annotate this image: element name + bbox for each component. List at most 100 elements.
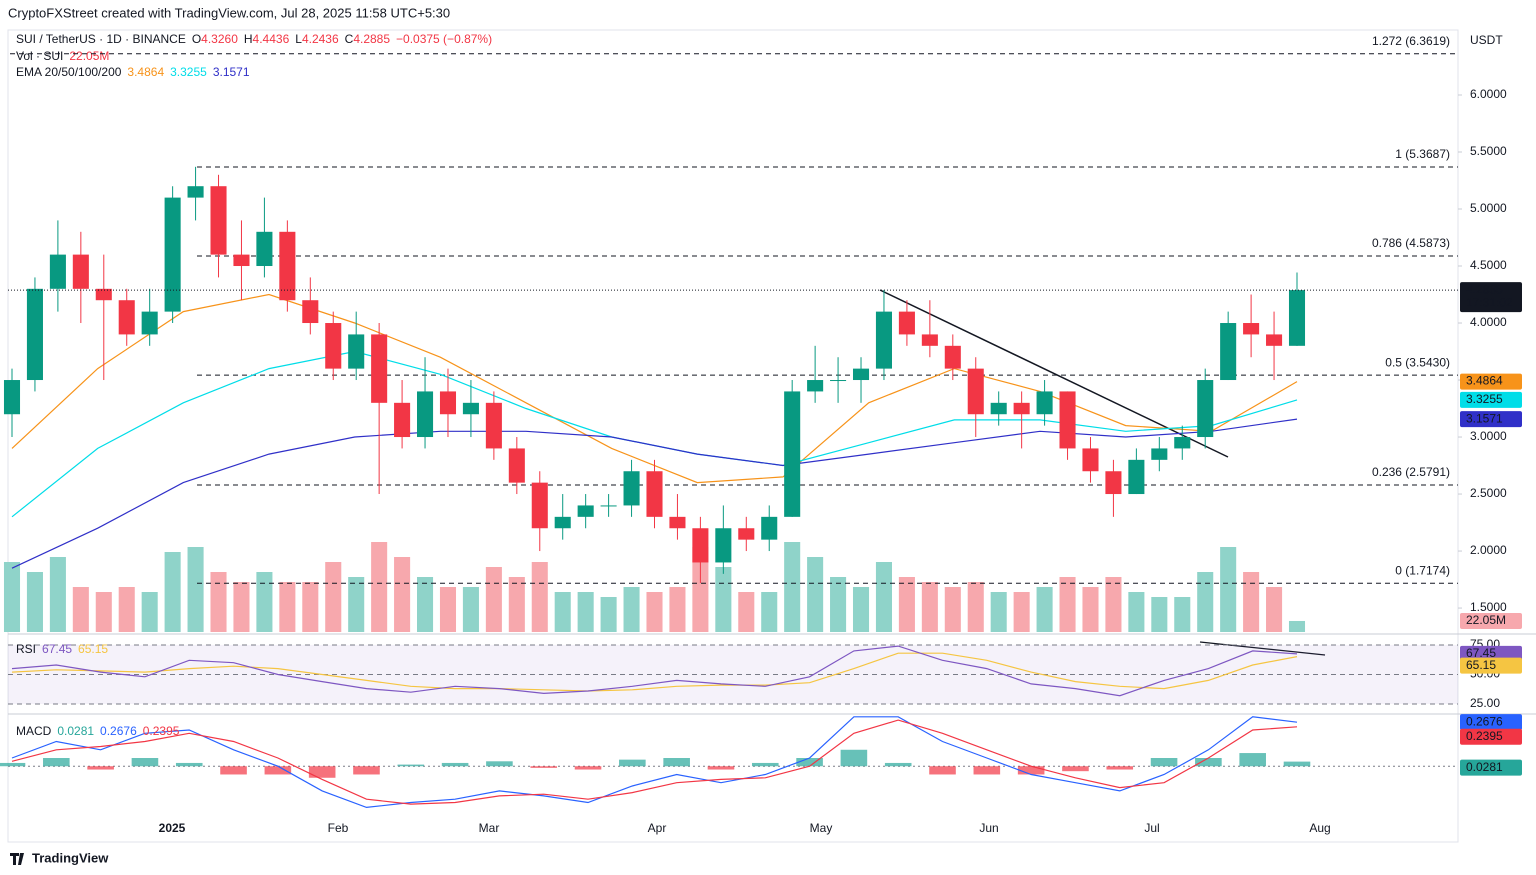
rsi-name: RSI xyxy=(16,642,36,656)
candle-body xyxy=(1059,391,1076,449)
x-tick-label: Apr xyxy=(648,821,667,835)
macd-hist-bar xyxy=(796,758,823,767)
ohlc-value: 4.2885 xyxy=(353,32,390,46)
volume-bar xyxy=(967,582,984,632)
volume-bar xyxy=(164,552,181,632)
volume-bar xyxy=(738,592,755,632)
rsi-value: 67.45 xyxy=(42,642,72,656)
countdown: 17:31:02 xyxy=(1466,295,1513,309)
credit: CryptoFXStreet created with TradingView.… xyxy=(8,5,450,20)
volume-bar xyxy=(1266,587,1283,632)
volume-bar xyxy=(1197,572,1214,632)
candle-body xyxy=(852,368,870,381)
candle-body xyxy=(118,300,135,335)
candle-body xyxy=(233,254,250,267)
ema-line xyxy=(11,418,1298,569)
macd-hist-bar xyxy=(308,766,336,778)
macd-hist-bar xyxy=(929,766,956,775)
signal-value: 0.2395 xyxy=(143,724,180,738)
ohlc-key: H xyxy=(244,32,253,46)
rsi-legend: RSI 67.45 65.15 xyxy=(16,642,108,656)
fib-label: 1.272 (6.3619) xyxy=(1372,34,1450,48)
y-tick-label: 5.0000 xyxy=(1470,201,1507,215)
ema-tag: 3.1571 xyxy=(1466,411,1503,425)
volume-bar xyxy=(72,587,89,632)
ohlc-key: O xyxy=(192,32,201,46)
volume-tag: 22.05M xyxy=(1466,613,1506,627)
macd-hist-bar xyxy=(707,766,735,770)
volume-bar xyxy=(531,562,548,632)
macd-hist-bar xyxy=(0,762,26,767)
fib-label: 1 (5.3687) xyxy=(1395,147,1450,161)
volume-bar xyxy=(3,562,21,632)
ohlc-value: 4.2436 xyxy=(302,32,339,46)
volume-bar xyxy=(646,592,663,632)
candle-body xyxy=(784,391,801,517)
macd-tag-bg xyxy=(1460,714,1522,731)
candle-body xyxy=(210,186,227,255)
macd-name: MACD xyxy=(16,724,52,738)
volume-bar xyxy=(577,592,594,632)
candle-body xyxy=(256,231,273,267)
volume-bar xyxy=(1082,587,1099,632)
fib-label: 0.236 (2.5791) xyxy=(1372,465,1450,479)
signal-tag: 0.2395 xyxy=(1466,729,1503,743)
candle-body xyxy=(1288,290,1306,346)
ema-tag-bg xyxy=(1460,373,1522,390)
macd-tag: 0.2676 xyxy=(1466,714,1503,728)
candle-body xyxy=(95,288,112,301)
volume-bar xyxy=(1036,587,1053,632)
legend-line: SUI / TetherUS · 1D · BINANCE O4.3260 H4.4… xyxy=(16,32,492,46)
macd-hist-bar xyxy=(1195,758,1222,767)
volume-bar xyxy=(95,592,112,632)
hist-value: 0.0281 xyxy=(57,724,94,738)
volume-bar xyxy=(371,542,388,632)
rsi-ma-tag-bg xyxy=(1460,657,1522,674)
candle-body xyxy=(1197,380,1214,438)
volume-bar xyxy=(1174,597,1191,632)
volume-bar xyxy=(233,582,250,632)
candle-body xyxy=(394,402,411,438)
candle-body xyxy=(577,505,594,517)
x-tick-label: 2025 xyxy=(159,821,186,835)
macd-hist-bar xyxy=(1283,761,1311,767)
candle-body xyxy=(1243,323,1260,335)
volume-bar xyxy=(600,597,617,632)
x-tick-label: Aug xyxy=(1309,821,1330,835)
candle-body xyxy=(1174,437,1191,449)
macd-hist-bar xyxy=(751,762,779,767)
candle-body xyxy=(1151,448,1168,460)
candle-body xyxy=(72,254,89,289)
candle-body xyxy=(921,334,938,346)
y-tick-label: 2.5000 xyxy=(1470,486,1507,500)
fib-label: 0.786 (4.5873) xyxy=(1372,236,1450,250)
volume-bar xyxy=(921,582,938,632)
macd-hist-bar xyxy=(530,766,558,768)
rsi-line xyxy=(11,645,1298,697)
volume-bar xyxy=(898,577,915,632)
ohlc-key: L xyxy=(295,32,302,46)
volume-bar xyxy=(807,557,824,632)
rsi-tick-label: 25.00 xyxy=(1470,696,1500,710)
macd-hist-bar xyxy=(441,762,469,767)
macd-hist-bar xyxy=(1106,766,1134,770)
volume-bar xyxy=(944,587,961,632)
volume-bar xyxy=(49,557,66,632)
y-tick-label: 3.0000 xyxy=(1470,429,1507,443)
candle-body xyxy=(508,448,525,483)
volume-bar xyxy=(852,587,870,632)
candle-body xyxy=(531,482,548,529)
candle-body xyxy=(164,197,181,312)
ema-value: 3.4864 xyxy=(127,65,164,79)
volume-bar xyxy=(1105,577,1122,632)
y-tick-label: 2.0000 xyxy=(1470,543,1507,557)
vol-label: Vol · SUI xyxy=(16,49,63,63)
last-price-tag: 4.2885 xyxy=(1466,282,1503,296)
candle-body xyxy=(1036,391,1053,415)
candle-body xyxy=(141,311,158,335)
change: −0.0375 (−0.87%) xyxy=(396,32,492,46)
candle-body xyxy=(990,402,1007,415)
volume-tag-bg xyxy=(1460,613,1522,629)
signal-line xyxy=(11,719,1298,805)
vol-value: 22.05M xyxy=(69,49,109,63)
